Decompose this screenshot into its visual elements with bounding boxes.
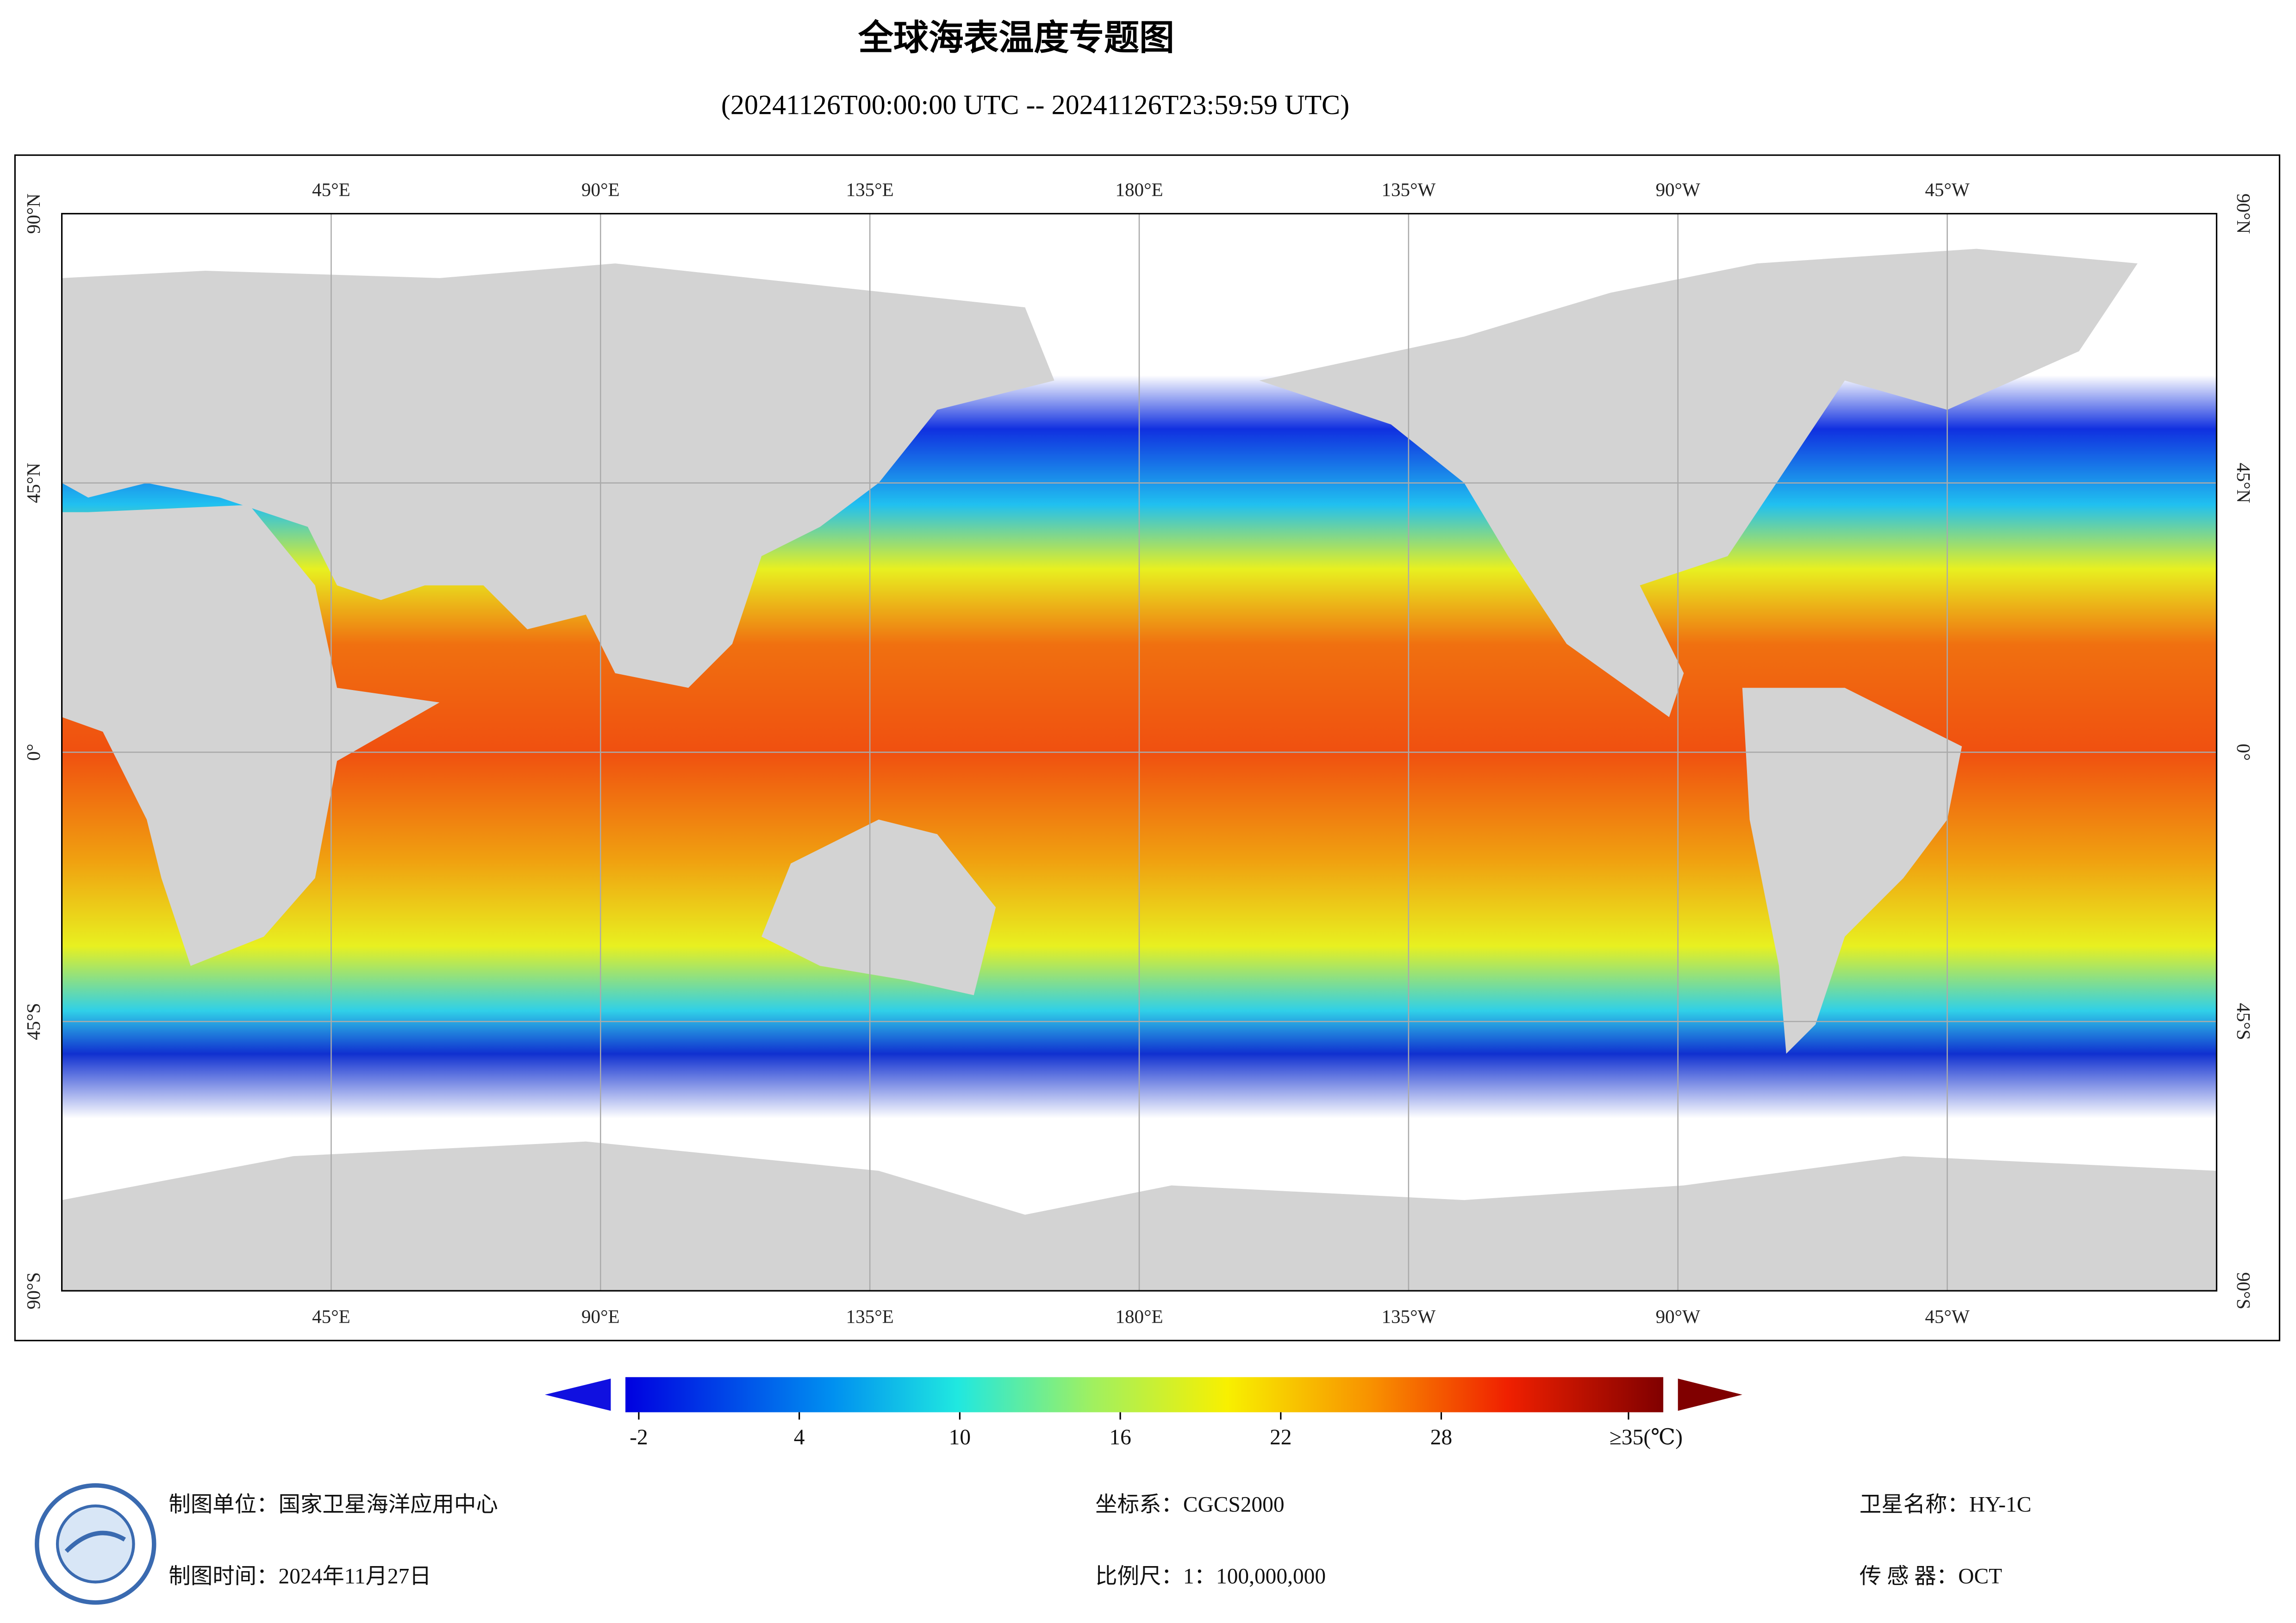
lat-label-right: 90°N xyxy=(2233,193,2254,234)
lon-label-bottom: 45°W xyxy=(1925,1306,1970,1327)
colorbar: -2 4 10 16 22 28 ≥35(℃) xyxy=(545,1377,1742,1449)
lon-label-bottom: 135°W xyxy=(1381,1306,1435,1327)
lat-label-right: 45°N xyxy=(2233,463,2254,503)
lat-label-right: 0° xyxy=(2233,744,2254,761)
footer-scale: 比例尺：1：100,000,000 xyxy=(1095,1565,1326,1589)
colorbar-tick-label: 22 xyxy=(1270,1425,1292,1449)
lon-label-top: 90°W xyxy=(1656,179,1701,200)
colorbar-tick-label: 28 xyxy=(1430,1425,1452,1449)
colorbar-tick-label: 10 xyxy=(949,1425,971,1449)
colorbar-ramp xyxy=(625,1377,1664,1412)
lon-label-top: 45°E xyxy=(312,179,350,200)
lat-label-left: 45°N xyxy=(23,463,44,503)
lat-label-left: 90°N xyxy=(23,193,44,234)
map xyxy=(61,213,2218,1292)
lon-label-bottom: 90°W xyxy=(1656,1306,1701,1327)
map-border xyxy=(61,213,2218,1292)
lon-label-top: 135°W xyxy=(1381,179,1435,200)
footer-time: 制图时间：2024年11月27日 xyxy=(168,1565,431,1589)
subtitle: (20241126T00:00:00 UTC -- 20241126T23:59… xyxy=(721,89,1349,120)
lat-label-left: 0° xyxy=(23,744,44,761)
colorbar-tick-label: -2 xyxy=(630,1425,648,1449)
lat-label-left: 45°S xyxy=(23,1003,44,1040)
footer-unit: 制图单位：国家卫星海洋应用中心 xyxy=(168,1493,498,1517)
lon-label-bottom: 135°E xyxy=(846,1306,894,1327)
lon-label-top: 90°E xyxy=(581,179,620,200)
title: 全球海表温度专题图 xyxy=(858,18,1174,58)
colorbar-max-label: ≥35(℃) xyxy=(1610,1425,1683,1449)
map-frame xyxy=(14,154,2281,1342)
colorbar-tick-label: 16 xyxy=(1109,1425,1131,1449)
lon-label-top: 45°W xyxy=(1925,179,1970,200)
lon-label-bottom: 45°E xyxy=(312,1306,350,1327)
logo xyxy=(35,1483,156,1605)
lon-label-top: 180°E xyxy=(1115,179,1163,200)
lat-label-left: 90°S xyxy=(23,1272,44,1309)
colorbar-tick-label: 4 xyxy=(794,1425,805,1449)
footer-crs: 坐标系：CGCS2000 xyxy=(1095,1493,1284,1517)
lat-label-right: 45°S xyxy=(2233,1003,2254,1040)
footer-sensor: 传 感 器：OCT xyxy=(1859,1565,2002,1589)
lat-label-right: 90°S xyxy=(2233,1272,2254,1309)
colorbar-low-arrow xyxy=(545,1378,611,1411)
lon-label-bottom: 90°E xyxy=(581,1306,620,1327)
lon-label-top: 135°E xyxy=(846,179,894,200)
colorbar-high-arrow xyxy=(1678,1378,1742,1411)
lon-label-bottom: 180°E xyxy=(1115,1306,1163,1327)
footer-satellite: 卫星名称：HY-1C xyxy=(1859,1493,2031,1517)
